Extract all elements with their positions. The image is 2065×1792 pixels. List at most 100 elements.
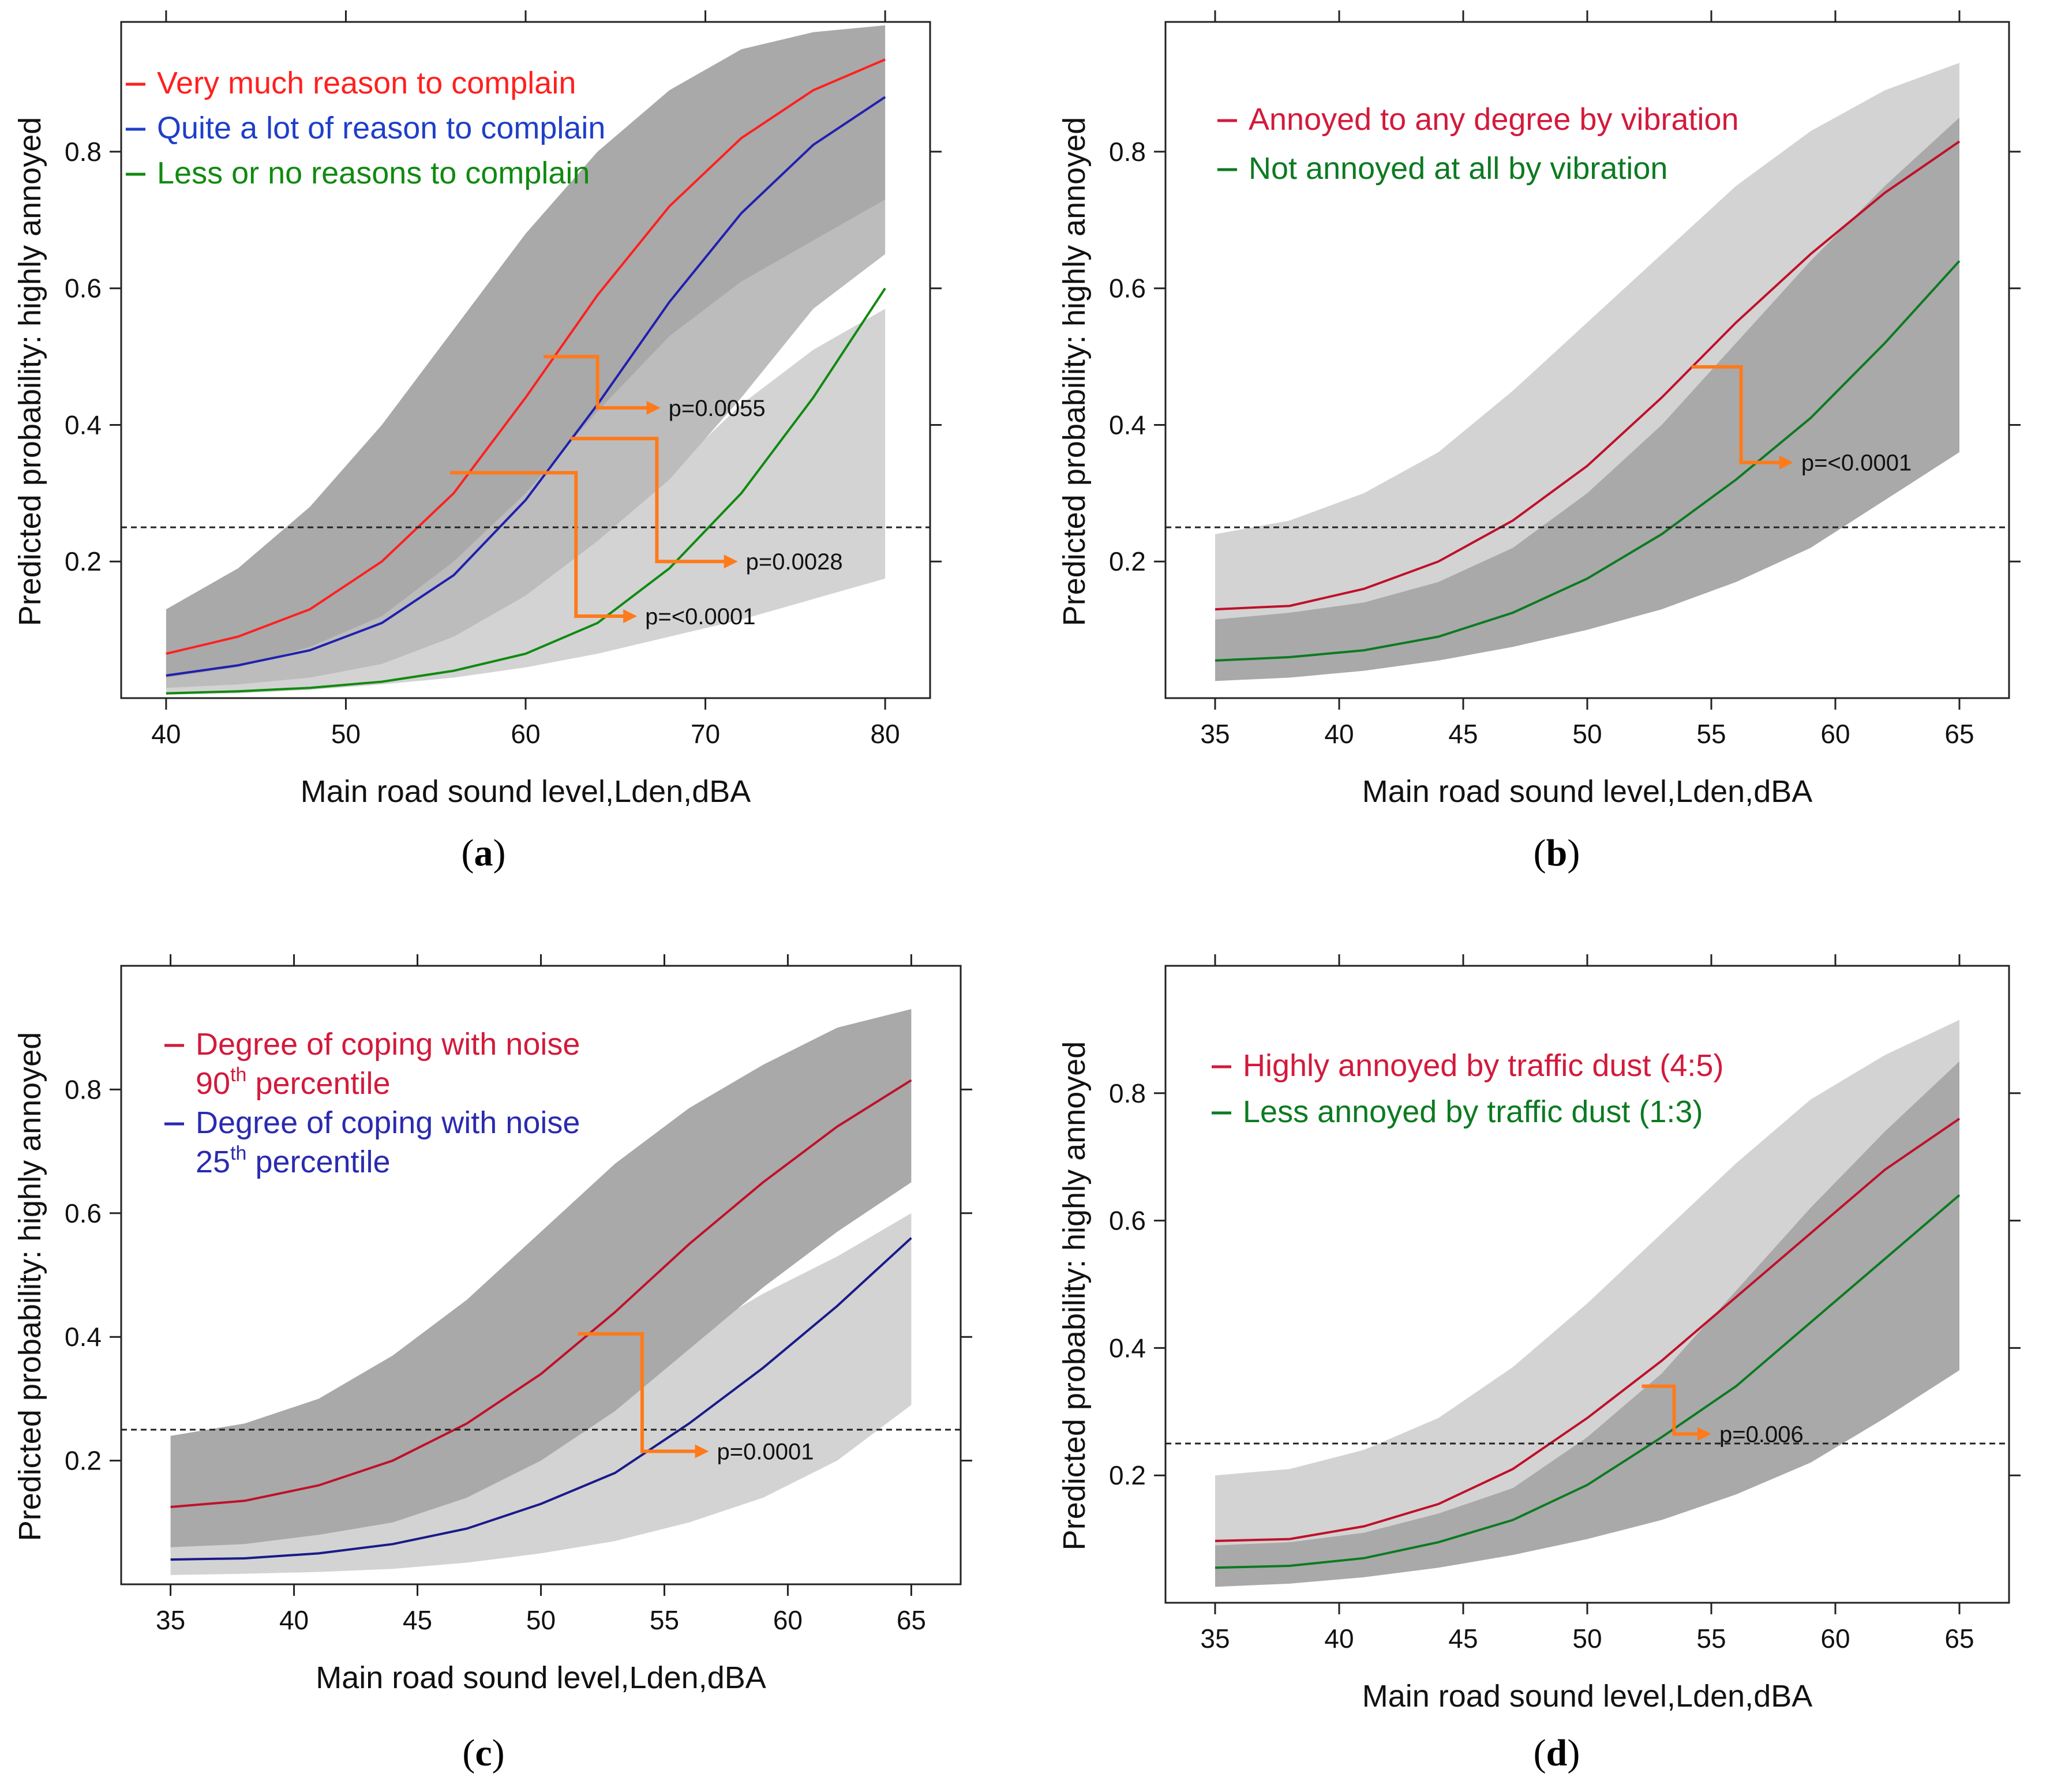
- comparison-arrow: [1641, 1384, 1699, 1436]
- panel-caption: (b): [1534, 832, 1580, 874]
- series-line-2: [170, 1237, 912, 1561]
- legend-entry: Very much reason to complain: [157, 66, 576, 100]
- y-tick-label: 0.4: [1109, 410, 1146, 440]
- x-axis-title: Main road sound level,Lden,dBA: [316, 1660, 766, 1695]
- confidence-band-2: [1215, 117, 1959, 681]
- y-tick-label: 0.2: [65, 546, 102, 576]
- y-tick-label: 0.8: [1109, 137, 1146, 167]
- x-axis-title: Main road sound level,Lden,dBA: [1362, 774, 1813, 809]
- caption-open-paren: (: [462, 1732, 475, 1774]
- legend-entry: Not annoyed at all by vibration: [1249, 151, 1667, 186]
- y-tick-label: 0.2: [1109, 546, 1146, 576]
- legend-superscript: th: [230, 1064, 246, 1086]
- x-tick-label: 55: [1696, 719, 1726, 749]
- p-value-label: p=<0.0001: [645, 604, 755, 629]
- x-tick-label: 80: [871, 719, 900, 749]
- series-line-2: [1215, 260, 1961, 662]
- caption-letter: a: [474, 832, 493, 874]
- comparison-arrow: [544, 355, 648, 410]
- x-axis-title: Main road sound level,Lden,dBA: [1362, 1679, 1813, 1714]
- chart-panel-d: 35 40 45 50 55 60 65 0.2 0.4 0.6 0.8 Main road soun…: [1057, 954, 2021, 1774]
- x-tick-label: 60: [773, 1605, 803, 1635]
- arrow-head: [646, 400, 661, 415]
- x-tick-label: 60: [1820, 1624, 1850, 1654]
- y-tick-label: 0.6: [1109, 273, 1146, 303]
- legend-entry: Less annoyed by traffic dust (1:3): [1243, 1094, 1703, 1129]
- x-tick-label: 60: [1820, 719, 1850, 749]
- y-tick-label: 0.8: [65, 137, 102, 167]
- x-tick-label: 70: [691, 719, 720, 749]
- p-value-label: p=0.0055: [669, 396, 766, 421]
- legend-entry: Less or no reasons to complain: [157, 156, 590, 190]
- chart-panel-c: 35 40 45 50 55 60 65 0.2 0.4 0.6 0.8 Main road soun…: [13, 954, 972, 1774]
- chart-panel-b: 35 40 45 50 55 60 65 0.2 0.4 0.6 0.8 Main road soun…: [1057, 10, 2021, 874]
- x-tick-label: 50: [1572, 1624, 1602, 1654]
- confidence-band-1: [1215, 63, 1959, 644]
- caption-letter: b: [1546, 832, 1568, 874]
- series-line-1: [166, 58, 886, 655]
- caption-open-paren: (: [1534, 832, 1546, 874]
- x-tick-label: 45: [1448, 719, 1478, 749]
- legend-entry-percentile: 25th percentile: [196, 1142, 391, 1179]
- arrow-head: [623, 609, 638, 623]
- x-tick-label: 65: [1944, 1624, 1974, 1654]
- confidence-band-2: [170, 1009, 912, 1547]
- comparison-arrow: [1691, 365, 1781, 464]
- legend-entry-percentile: 90th percentile: [196, 1064, 391, 1101]
- y-tick-label: 0.6: [65, 1198, 102, 1228]
- caption-letter: d: [1546, 1732, 1568, 1774]
- caption-close-paren: ): [1567, 832, 1580, 874]
- x-tick-label: 55: [1696, 1624, 1726, 1654]
- legend-number: 90: [196, 1066, 230, 1101]
- x-tick-label: 60: [511, 719, 540, 749]
- legend-superscript: th: [230, 1142, 246, 1164]
- y-axis-title: Predicted probability: highly annoyed: [1057, 117, 1092, 627]
- arrow-head: [1779, 455, 1793, 470]
- x-tick-label: 40: [151, 719, 181, 749]
- panel-caption: (a): [462, 832, 506, 874]
- y-axis-title: Predicted probability: highly annoyed: [13, 1032, 47, 1542]
- legend-entry: Quite a lot of reason to complain: [157, 111, 605, 145]
- series-line-2: [166, 96, 886, 677]
- confidence-band-3: [166, 25, 886, 678]
- y-tick-label: 0.4: [65, 410, 102, 440]
- x-tick-label: 35: [156, 1605, 185, 1635]
- x-tick-label: 35: [1200, 1624, 1230, 1654]
- legend-number: 25: [196, 1145, 230, 1179]
- x-tick-label: 40: [1324, 719, 1354, 749]
- x-tick-label: 40: [1324, 1624, 1354, 1654]
- x-tick-label: 50: [526, 1605, 556, 1635]
- y-tick-label: 0.8: [65, 1074, 102, 1104]
- caption-letter: c: [475, 1732, 492, 1774]
- y-tick-label: 0.4: [1109, 1333, 1146, 1363]
- series-line-1: [170, 1079, 912, 1508]
- y-tick-label: 0.2: [65, 1446, 102, 1476]
- y-tick-label: 0.2: [1109, 1460, 1146, 1490]
- caption-close-paren: ): [1567, 1732, 1580, 1774]
- x-tick-label: 50: [1572, 719, 1602, 749]
- legend-suffix: percentile: [246, 1145, 390, 1179]
- x-tick-label: 65: [897, 1605, 926, 1635]
- chart-panel-a: 40 50 60 70 80 0.2 0.4 0.6 0.8 Main road sound le…: [13, 10, 942, 874]
- y-tick-label: 0.6: [65, 273, 102, 303]
- caption-close-paren: ): [492, 1732, 505, 1774]
- x-tick-label: 35: [1200, 719, 1230, 749]
- arrow-head: [695, 1444, 709, 1459]
- x-tick-label: 55: [650, 1605, 679, 1635]
- comparison-arrow: [570, 437, 725, 564]
- comparison-arrow: [450, 471, 625, 618]
- x-tick-label: 45: [403, 1605, 432, 1635]
- caption-close-paren: ): [493, 832, 506, 874]
- arrow-head: [724, 554, 738, 569]
- comparison-arrow: [578, 1332, 696, 1453]
- panel-caption: (c): [462, 1732, 504, 1774]
- confidence-band-2: [1215, 1061, 1959, 1587]
- legend-entry: Degree of coping with noise: [196, 1027, 580, 1062]
- confidence-band-1: [1215, 1019, 1959, 1574]
- p-value-label: p=0.0001: [717, 1439, 814, 1465]
- series-line-1: [1215, 1118, 1961, 1542]
- x-tick-label: 65: [1944, 719, 1974, 749]
- series-line-3: [166, 287, 886, 695]
- arrow-head: [1697, 1427, 1711, 1441]
